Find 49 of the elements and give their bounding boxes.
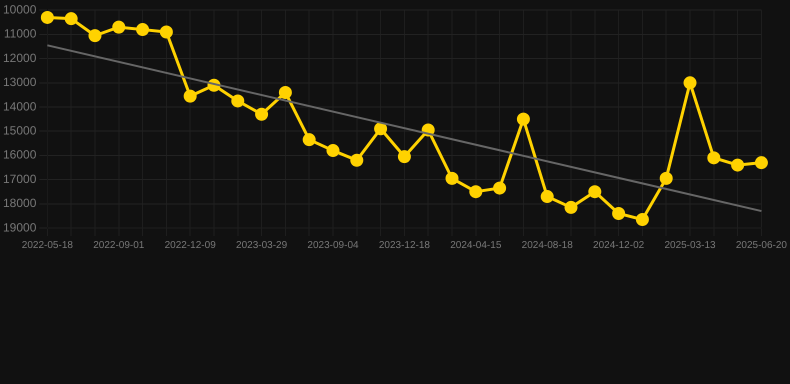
point bbox=[446, 172, 458, 185]
y-tick-label: 19000 bbox=[2, 220, 37, 234]
point bbox=[516, 112, 530, 126]
point bbox=[64, 12, 78, 26]
y-tick-label: 13000 bbox=[2, 75, 37, 90]
x-tick-label: 2024-04-15 bbox=[450, 240, 502, 251]
y-tick-label: 12000 bbox=[2, 50, 37, 65]
point bbox=[493, 182, 506, 195]
point bbox=[374, 122, 388, 136]
point bbox=[326, 144, 340, 158]
point bbox=[302, 133, 316, 146]
x-tick-label: 2023-09-04 bbox=[307, 240, 360, 251]
x-tick-label: 2023-12-18 bbox=[378, 240, 430, 251]
x-tick-label: 2024-12-02 bbox=[593, 240, 645, 251]
y-tick-label: 11000 bbox=[4, 26, 37, 41]
point bbox=[184, 90, 197, 103]
point bbox=[231, 94, 244, 108]
x-tick-label: 2022-05-18 bbox=[22, 240, 74, 251]
point bbox=[398, 150, 411, 164]
point bbox=[469, 185, 482, 198]
point bbox=[754, 156, 768, 170]
x-tick-label: 2022-12-09 bbox=[164, 240, 216, 251]
y-tick-label: 18000 bbox=[2, 196, 37, 210]
x-tick-label: 2024-08-18 bbox=[522, 240, 574, 251]
x-tick-label: 2022-09-01 bbox=[93, 240, 145, 251]
point bbox=[112, 20, 126, 34]
y-tick-label: 10000 bbox=[2, 2, 37, 17]
point bbox=[88, 29, 102, 42]
x-tick-label: 2025-06-20 bbox=[736, 240, 788, 251]
point bbox=[731, 158, 744, 172]
point bbox=[350, 154, 364, 167]
x-tick-label: 2023-03-29 bbox=[236, 240, 288, 251]
point bbox=[636, 213, 649, 226]
point bbox=[160, 25, 173, 38]
y-tick-label: 16000 bbox=[2, 148, 37, 162]
point bbox=[255, 108, 268, 121]
point bbox=[564, 200, 578, 214]
y-tick-label: 15000 bbox=[2, 124, 37, 138]
y-tick-label: 17000 bbox=[2, 172, 37, 186]
point bbox=[540, 190, 554, 204]
point bbox=[660, 172, 673, 185]
point bbox=[588, 185, 602, 198]
y-tick-label: 14000 bbox=[2, 99, 37, 114]
point bbox=[612, 206, 626, 220]
point bbox=[707, 151, 720, 164]
point bbox=[278, 86, 292, 99]
point bbox=[684, 76, 697, 90]
x-tick-label: 2025-03-13 bbox=[664, 240, 716, 251]
point bbox=[136, 23, 150, 36]
